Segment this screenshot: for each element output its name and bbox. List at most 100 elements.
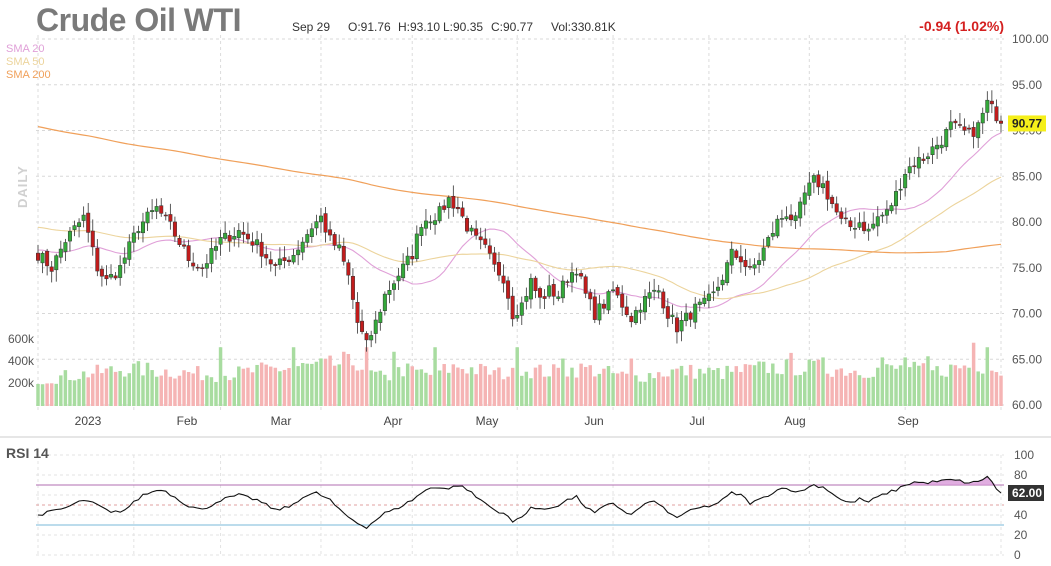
candle-down [245, 233, 250, 240]
candle-down [113, 275, 118, 279]
volume-bar [415, 369, 419, 406]
volume-bar [971, 342, 976, 406]
volume-bar [492, 370, 497, 406]
volume-bar [876, 367, 880, 406]
volume-bar [346, 354, 351, 406]
volume-bar [538, 364, 542, 406]
candle-up [296, 249, 301, 256]
volume-bar [77, 378, 81, 406]
candle-down [962, 126, 967, 131]
volume-bar [59, 375, 63, 406]
volume-bar [273, 367, 278, 406]
time-tick-label: Sep [897, 414, 919, 428]
candle-down [191, 262, 196, 267]
candle-up [793, 215, 798, 221]
volume-bar [122, 376, 127, 406]
volume-bar [926, 356, 930, 406]
candle-down [601, 303, 606, 309]
candle-up [392, 283, 396, 290]
candle-up [204, 263, 209, 269]
volume-bar [524, 371, 529, 406]
candle-down [95, 247, 100, 272]
bar-date: Sep 29 [292, 20, 331, 34]
low-value: L:90.35 [443, 20, 484, 34]
volume-bar [196, 366, 200, 406]
volume-bar [912, 361, 917, 406]
volume-bar [784, 359, 789, 406]
volume-bar [483, 366, 488, 406]
volume-bar [807, 359, 812, 406]
rsi-tick-label: 80 [1014, 468, 1028, 482]
sma-lines [37, 126, 1002, 309]
candle-up [236, 230, 241, 239]
volume-bar [501, 379, 506, 406]
candle-up [606, 291, 611, 311]
candle-up [638, 309, 643, 313]
volume-bar [825, 373, 830, 406]
candle-down [465, 218, 469, 232]
volume-bar [186, 371, 191, 406]
volume-bar [259, 362, 264, 406]
candle-up [930, 146, 935, 155]
price-grid [0, 35, 1051, 438]
candle-up [314, 221, 319, 229]
candle-up [414, 233, 419, 259]
volume-bar [100, 373, 104, 406]
volume-bar [177, 375, 182, 406]
candle-up [154, 206, 159, 212]
volume-bar [465, 373, 469, 406]
candle-up [419, 227, 424, 236]
candle-down [542, 296, 547, 299]
candle-down [159, 205, 164, 214]
time-tick-label: May [476, 414, 499, 428]
volume-bar [693, 378, 697, 406]
volume-bar [300, 363, 305, 406]
volume-bar [565, 376, 570, 406]
volume-bar [670, 369, 675, 406]
volume-bar [205, 375, 209, 406]
candle-up [894, 191, 899, 207]
volume-bar [410, 366, 414, 406]
volume-bar [118, 371, 122, 406]
volume-bar [86, 377, 90, 406]
volume-bar [351, 365, 355, 406]
volume-bar [821, 357, 825, 406]
volume-bar [296, 366, 300, 406]
candle-up [884, 209, 889, 216]
candle-up [423, 220, 428, 229]
candle-up [54, 255, 59, 271]
candle-up [127, 241, 132, 260]
volume-bar [547, 376, 551, 406]
candle-up [433, 220, 438, 225]
volume-bar [939, 375, 944, 406]
volume-bar [679, 365, 684, 406]
rsi-last-tag [1008, 485, 1044, 501]
sma20-line [37, 132, 1002, 309]
volume-bar [456, 367, 460, 406]
candle-down [474, 228, 479, 236]
candle-up [519, 302, 524, 316]
volume-bar [474, 374, 478, 406]
volume-bar [401, 376, 405, 406]
candle-up [871, 223, 876, 229]
price-axis: 100.0095.0090.0085.0080.0075.0070.0065.0… [8, 32, 1049, 412]
candle-up [401, 263, 406, 279]
candle-down [460, 207, 465, 217]
candle-down [583, 276, 588, 294]
candle-down [496, 262, 501, 276]
candle-up [684, 312, 689, 322]
volume-bar [551, 364, 556, 406]
volume-bar [159, 375, 163, 406]
rsi-title: RSI 14 [6, 445, 49, 461]
volume-bar [520, 375, 524, 406]
volume-bar [214, 381, 218, 406]
candle-up [570, 272, 574, 283]
candle-down [104, 275, 109, 280]
candle-up [857, 222, 862, 228]
candle-up [58, 248, 63, 258]
volume-bar [761, 361, 766, 406]
candle-up [300, 241, 305, 253]
candle-down [665, 306, 670, 319]
volume-bar [748, 364, 752, 406]
